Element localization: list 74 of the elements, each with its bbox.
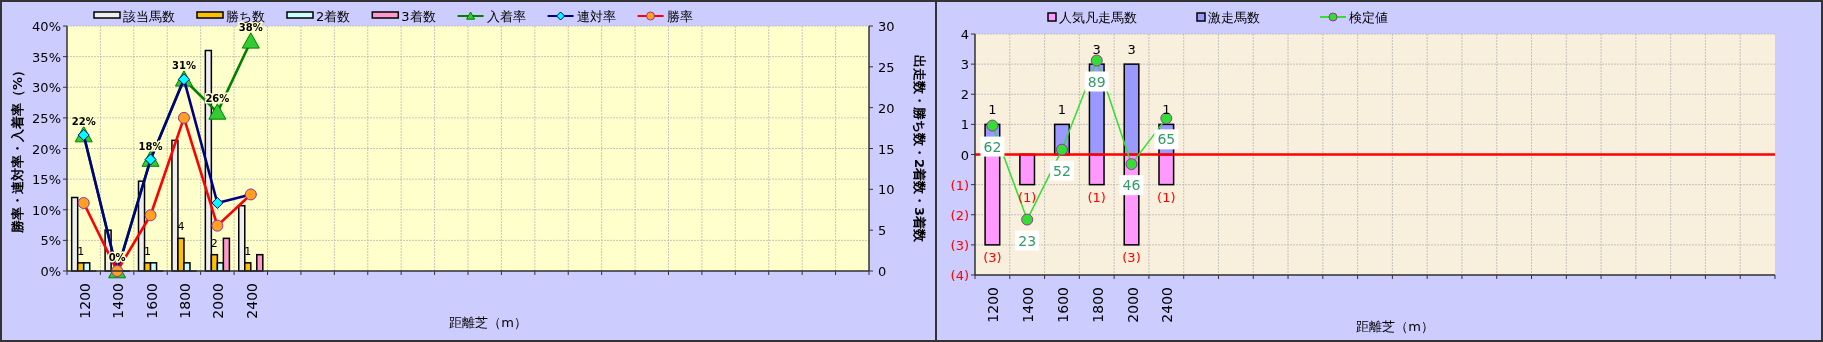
x-tick-label: 1200: [985, 287, 1002, 323]
legend-label: 勝率: [666, 9, 693, 24]
y-tick-label: 40%: [32, 19, 61, 34]
data-label: 1: [1162, 102, 1171, 118]
data-label: (1): [1157, 189, 1176, 205]
y-tick-label: 5%: [40, 233, 61, 249]
x-tick-label: 1800: [176, 283, 193, 319]
y2-tick-label: 10: [878, 182, 895, 198]
x-tick-label: 1600: [143, 283, 160, 319]
legend-label: 勝ち数: [226, 9, 265, 24]
data-label: (1): [1017, 189, 1037, 205]
y2-tick-label: 15: [878, 141, 895, 157]
y-tick-label: 20%: [32, 141, 61, 157]
y-tick-label: 3: [960, 57, 969, 73]
legend-label: 該当馬数: [123, 9, 175, 24]
y2-tick-label: 30: [878, 19, 895, 34]
legend-label: 連対率: [576, 9, 616, 24]
x-tick-label: 1200: [76, 283, 93, 319]
data-label: 1: [77, 244, 85, 258]
data-label: 46: [1122, 177, 1141, 194]
data-label: 3: [1127, 42, 1136, 58]
y2-axis-title: 出走数・勝ち数・2着数・3着数: [912, 54, 927, 244]
y-tick-label: 35%: [32, 49, 61, 65]
data-label: (3): [983, 249, 1002, 265]
x-tick-label: 2000: [1124, 287, 1141, 323]
data-label: 52: [1053, 162, 1071, 179]
y2-tick-label: 0: [878, 264, 887, 279]
y-tick-label: 30%: [32, 80, 61, 96]
y-axis-title: 勝率・連対率・入着率（%）: [10, 63, 25, 235]
legend-label: 入着率: [486, 9, 526, 24]
y-tick-label: (3): [950, 237, 969, 253]
y-tick-label: (2): [950, 207, 969, 223]
x-tick-label: 1600: [1054, 287, 1071, 323]
y-tick-label: 1: [960, 117, 969, 133]
legend-label: 人気凡走馬数: [1059, 10, 1137, 25]
data-label: 31%: [171, 60, 196, 72]
legend-label: 激走馬数: [1208, 10, 1260, 25]
data-label: 1: [144, 244, 152, 258]
y-tick-label: 10%: [32, 202, 61, 218]
data-label: 3: [1092, 42, 1101, 58]
y2-tick-label: 25: [878, 59, 895, 75]
legend-label: 2着数: [316, 9, 351, 24]
x-tick-label: 1400: [110, 283, 127, 319]
x-axis-title: 距離芝（m）: [1356, 319, 1434, 334]
data-label: 0%: [108, 252, 126, 263]
data-label: 22%: [71, 116, 96, 128]
data-label: 1: [1057, 102, 1067, 118]
legend-label: 検定値: [1349, 10, 1388, 25]
data-label: 89: [1087, 73, 1106, 90]
x-tick-label: 1800: [1089, 287, 1106, 323]
y-tick-label: (1): [950, 177, 969, 193]
data-label: 38%: [238, 22, 263, 34]
x-tick-label: 1400: [1020, 287, 1037, 323]
x-tick-label: 2400: [243, 283, 260, 319]
y-tick-label: 4: [960, 27, 969, 42]
y-tick-label: 0%: [40, 264, 61, 279]
y-tick-label: 25%: [32, 110, 61, 126]
data-label: 2: [210, 236, 218, 250]
legend-label: 3着数: [401, 9, 436, 24]
x-tick-label: 2000: [210, 283, 227, 319]
y-tick-label: 2: [960, 87, 969, 103]
y-tick-label: 0: [960, 147, 969, 163]
y2-tick-label: 5: [878, 223, 887, 239]
data-label: (3): [1122, 249, 1141, 265]
data-label: 23: [1018, 232, 1037, 249]
y-tick-label: 15%: [32, 172, 61, 188]
y-tick-label: (4): [950, 268, 969, 283]
data-label: 1: [988, 102, 997, 118]
data-label: 62: [983, 138, 1002, 155]
data-label: 1: [244, 244, 252, 258]
y2-tick-label: 20: [878, 100, 895, 116]
x-tick-label: 2400: [1159, 287, 1176, 323]
data-label: (1): [1087, 189, 1106, 205]
x-axis-title: 距離芝（m）: [449, 315, 527, 330]
